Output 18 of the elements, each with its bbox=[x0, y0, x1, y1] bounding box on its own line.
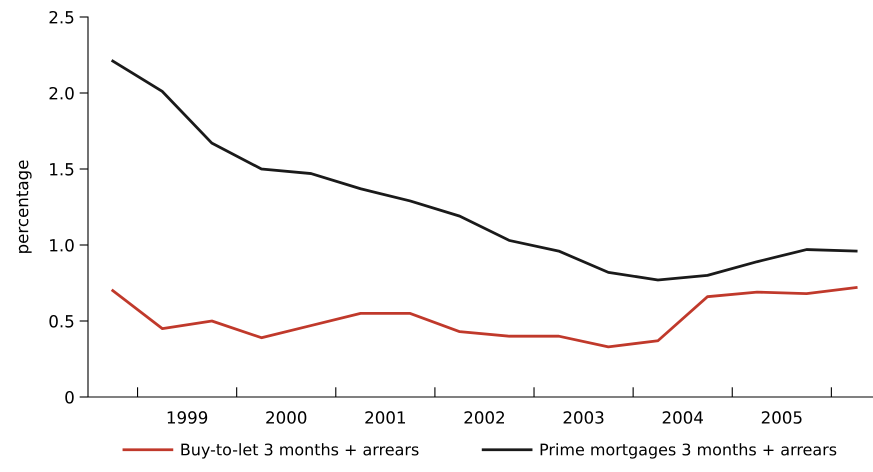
y-tick-label: 2.0 bbox=[50, 86, 74, 100]
x-tick-label: 2004 bbox=[662, 411, 703, 424]
y-tick-label: 0 bbox=[65, 390, 74, 404]
x-tick-label: 1999 bbox=[168, 411, 208, 424]
legend-label: Prime mortgages 3 months + arrears bbox=[540, 443, 836, 459]
y-tick-label: 1.0 bbox=[50, 238, 74, 252]
y-tick-label: 0.5 bbox=[49, 314, 74, 328]
line-series bbox=[111, 286, 858, 348]
y-tick-label: 2.5 bbox=[50, 10, 74, 24]
x-tick-label: 2002 bbox=[464, 411, 504, 424]
x-tick-label: 2000 bbox=[266, 411, 306, 424]
line-series bbox=[111, 60, 858, 282]
y-tick-label: 1.5 bbox=[50, 163, 74, 176]
x-tick-label: 2001 bbox=[365, 411, 406, 424]
x-tick-label: 2005 bbox=[762, 411, 802, 424]
x-tick-label: 2003 bbox=[564, 411, 604, 424]
y-axis-title: percentage bbox=[16, 160, 32, 253]
legend-label: Buy-to-let 3 months + arrears bbox=[181, 443, 419, 459]
